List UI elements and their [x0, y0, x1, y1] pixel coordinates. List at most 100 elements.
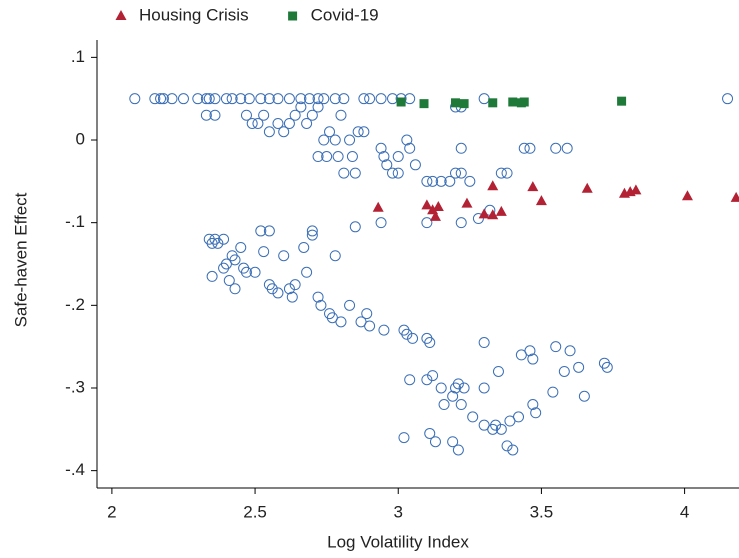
point — [352, 126, 364, 138]
point — [358, 126, 370, 138]
point — [392, 167, 404, 179]
point — [421, 199, 433, 210]
point — [601, 361, 613, 373]
point — [358, 93, 370, 105]
point — [519, 97, 529, 107]
point — [329, 134, 341, 146]
point — [450, 167, 462, 179]
point — [447, 390, 459, 402]
point — [722, 93, 734, 105]
point — [263, 225, 275, 237]
legend-label: Covid-19 — [311, 5, 379, 24]
point — [335, 316, 347, 328]
point — [200, 93, 212, 105]
point — [338, 93, 350, 105]
point — [335, 109, 347, 121]
point — [524, 142, 536, 154]
point — [272, 117, 284, 129]
point — [218, 262, 230, 274]
point — [218, 233, 230, 245]
point — [378, 324, 390, 336]
point — [306, 225, 318, 237]
point — [349, 221, 361, 233]
point — [550, 142, 562, 154]
point — [318, 134, 330, 146]
point — [283, 93, 295, 105]
point — [235, 241, 247, 253]
point — [435, 382, 447, 394]
y-tick-label: -.1 — [65, 212, 85, 231]
point — [306, 109, 318, 121]
point — [364, 93, 376, 105]
point — [306, 229, 318, 241]
point — [209, 93, 221, 105]
point — [361, 308, 373, 320]
point — [289, 279, 301, 291]
point — [166, 93, 178, 105]
point — [283, 117, 295, 129]
point — [490, 419, 502, 431]
point — [478, 337, 490, 349]
y-tick-label: -.2 — [65, 295, 85, 314]
point — [258, 246, 270, 258]
point — [295, 93, 307, 105]
point — [438, 399, 450, 411]
point — [392, 151, 404, 163]
point — [344, 299, 356, 311]
point — [518, 142, 530, 154]
x-tick-label: 4 — [680, 502, 689, 521]
point — [451, 98, 461, 108]
point — [427, 370, 439, 382]
point — [401, 328, 413, 340]
point — [200, 109, 212, 121]
point — [527, 181, 539, 192]
point — [223, 275, 235, 287]
point — [252, 117, 264, 129]
point — [458, 382, 470, 394]
point — [530, 407, 542, 419]
point — [344, 134, 356, 146]
point — [129, 93, 141, 105]
point — [429, 436, 441, 448]
point — [321, 151, 333, 163]
point — [375, 142, 387, 154]
point — [295, 101, 307, 113]
point — [581, 182, 593, 193]
point — [229, 254, 241, 266]
point — [550, 341, 562, 353]
point — [488, 98, 498, 108]
point — [573, 361, 585, 373]
point — [452, 444, 464, 456]
point — [381, 159, 393, 171]
point — [427, 175, 439, 187]
point — [312, 93, 324, 105]
point — [398, 432, 410, 444]
point — [730, 191, 739, 202]
point — [272, 93, 284, 105]
point — [283, 283, 295, 295]
x-axis-title: Log Volatility Index — [327, 532, 469, 551]
point — [401, 134, 413, 146]
point — [478, 382, 490, 394]
point — [459, 99, 469, 109]
point — [424, 427, 436, 439]
point — [364, 320, 376, 332]
y-axis-title: Safe-haven Effect — [11, 192, 30, 327]
point — [278, 250, 290, 262]
point — [564, 345, 576, 357]
point — [378, 151, 390, 163]
point — [203, 93, 215, 105]
point — [478, 208, 490, 219]
point — [467, 411, 479, 423]
point — [349, 167, 361, 179]
point — [298, 241, 310, 253]
point — [338, 167, 350, 179]
point — [149, 93, 161, 105]
point — [501, 167, 513, 179]
point — [301, 266, 313, 278]
point — [461, 197, 473, 208]
point — [266, 283, 278, 295]
point — [209, 109, 221, 121]
point — [421, 217, 433, 229]
